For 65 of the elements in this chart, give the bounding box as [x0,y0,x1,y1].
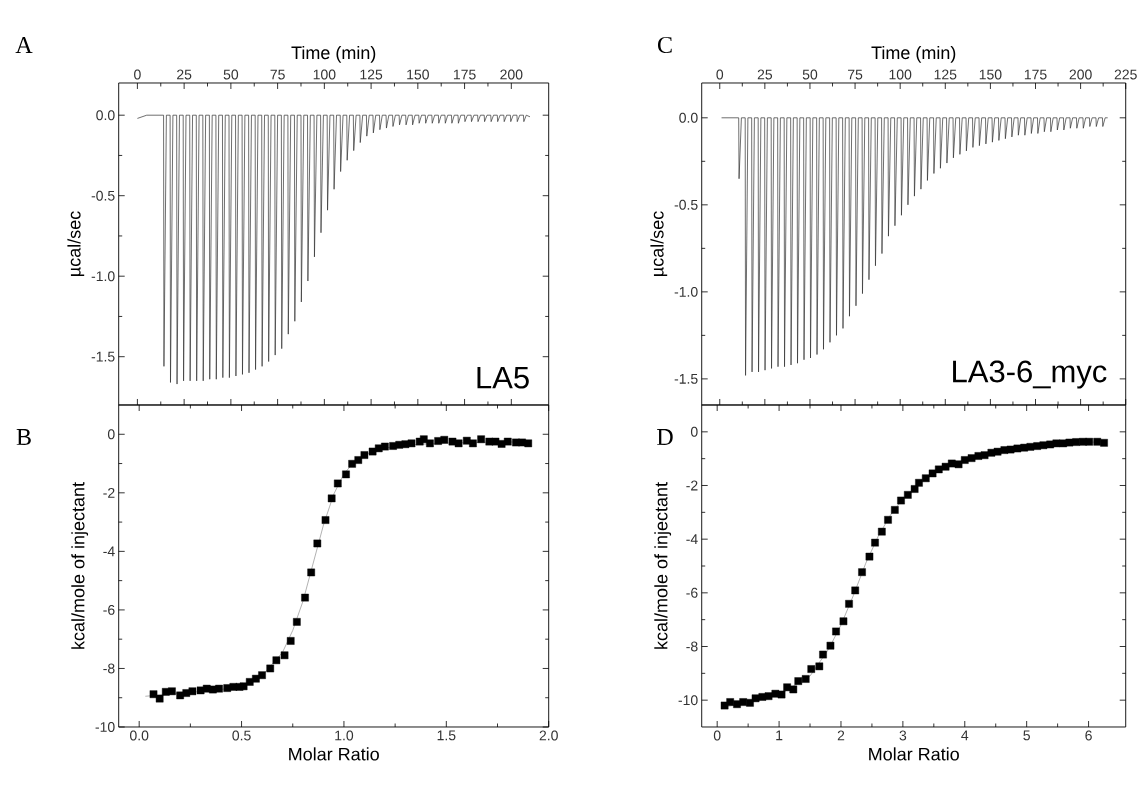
x-tick-label: 50 [802,69,818,80]
x-tick-label: 3 [899,730,907,741]
y-tick-label: -1.5 [674,374,698,384]
x-tick-label: 150 [979,69,1002,80]
x-axis-title: Time (min) [291,45,376,63]
x-tick-label: 175 [453,69,476,80]
text: C [657,36,672,54]
x-tick-label: 200 [500,69,523,80]
x-axis-title: Molar Ratio [289,747,379,761]
y-tick-label: -8 [103,663,115,674]
x-tick-label: 6 [1085,730,1092,741]
x-tick-label: 200 [1069,69,1092,80]
x-tick-label: 1.0 [335,730,354,741]
y-tick-label: -1.0 [674,286,698,297]
x-tick-label: 1.5 [437,730,456,741]
x-tick-label: 5 [1023,730,1030,741]
y-tick-label: -4 [103,546,115,557]
y-tick-label: 0 [107,429,115,440]
y-tick-label: -10 [678,695,698,706]
y-axis-title: kcal/mole of injectant [71,482,89,649]
x-tick-label: 0 [134,69,141,80]
y-tick-label: -0.5 [674,199,698,210]
annotation: LA3-6_myc [953,360,1107,389]
x-tick-label: 0 [713,730,721,741]
x-tick-label: 0.5 [232,730,251,741]
y-tick-label: -10 [95,722,115,732]
x-tick-label: 25 [177,69,192,80]
y-tick-label: -1.5 [91,351,115,362]
x-tick-label: 75 [270,69,285,80]
x-tick-label: 1 [776,730,783,741]
y-tick-label: -8 [686,641,698,652]
y-tick-label: -2 [686,480,698,491]
x-tick-label: 25 [757,69,773,80]
x-tick-label: 50 [223,69,239,80]
x-tick-label: 225 [1114,69,1137,80]
annotation: LA5 [477,366,529,389]
y-tick-label: 0.0 [96,110,115,121]
y-tick-label: -2 [103,487,115,498]
x-tick-label: 75 [848,69,863,80]
text: A [15,37,33,53]
x-tick-label: 0.0 [130,730,149,741]
x-tick-label: 100 [313,69,336,80]
y-tick-label: 0 [690,426,698,437]
x-tick-label: 150 [407,69,429,80]
y-axis-title: kcal/mole of injectant [654,482,672,649]
x-tick-label: 125 [934,69,957,80]
x-axis-title: Time (min) [871,45,956,63]
x-tick-label: 2 [837,730,845,741]
y-tick-label: -6 [686,587,698,598]
x-tick-label: 175 [1024,69,1047,80]
x-tick-label: 2.0 [539,730,558,741]
x-tick-label: 100 [889,69,912,80]
y-axis-title: µcal/sec [67,211,85,276]
y-tick-label: -1.0 [91,271,115,282]
y-tick-label: -0.5 [91,190,115,201]
text: B [16,429,31,445]
y-tick-label: 0.0 [679,112,698,123]
text: D [657,429,673,445]
x-tick-label: 125 [360,69,383,80]
y-tick-label: -6 [103,604,115,615]
x-tick-label: 4 [961,730,969,741]
y-tick-label: -4 [686,534,698,544]
y-axis-title: µcal/sec [650,211,668,276]
x-tick-label: 0 [716,69,724,80]
x-axis-title: Molar Ratio [869,747,959,761]
